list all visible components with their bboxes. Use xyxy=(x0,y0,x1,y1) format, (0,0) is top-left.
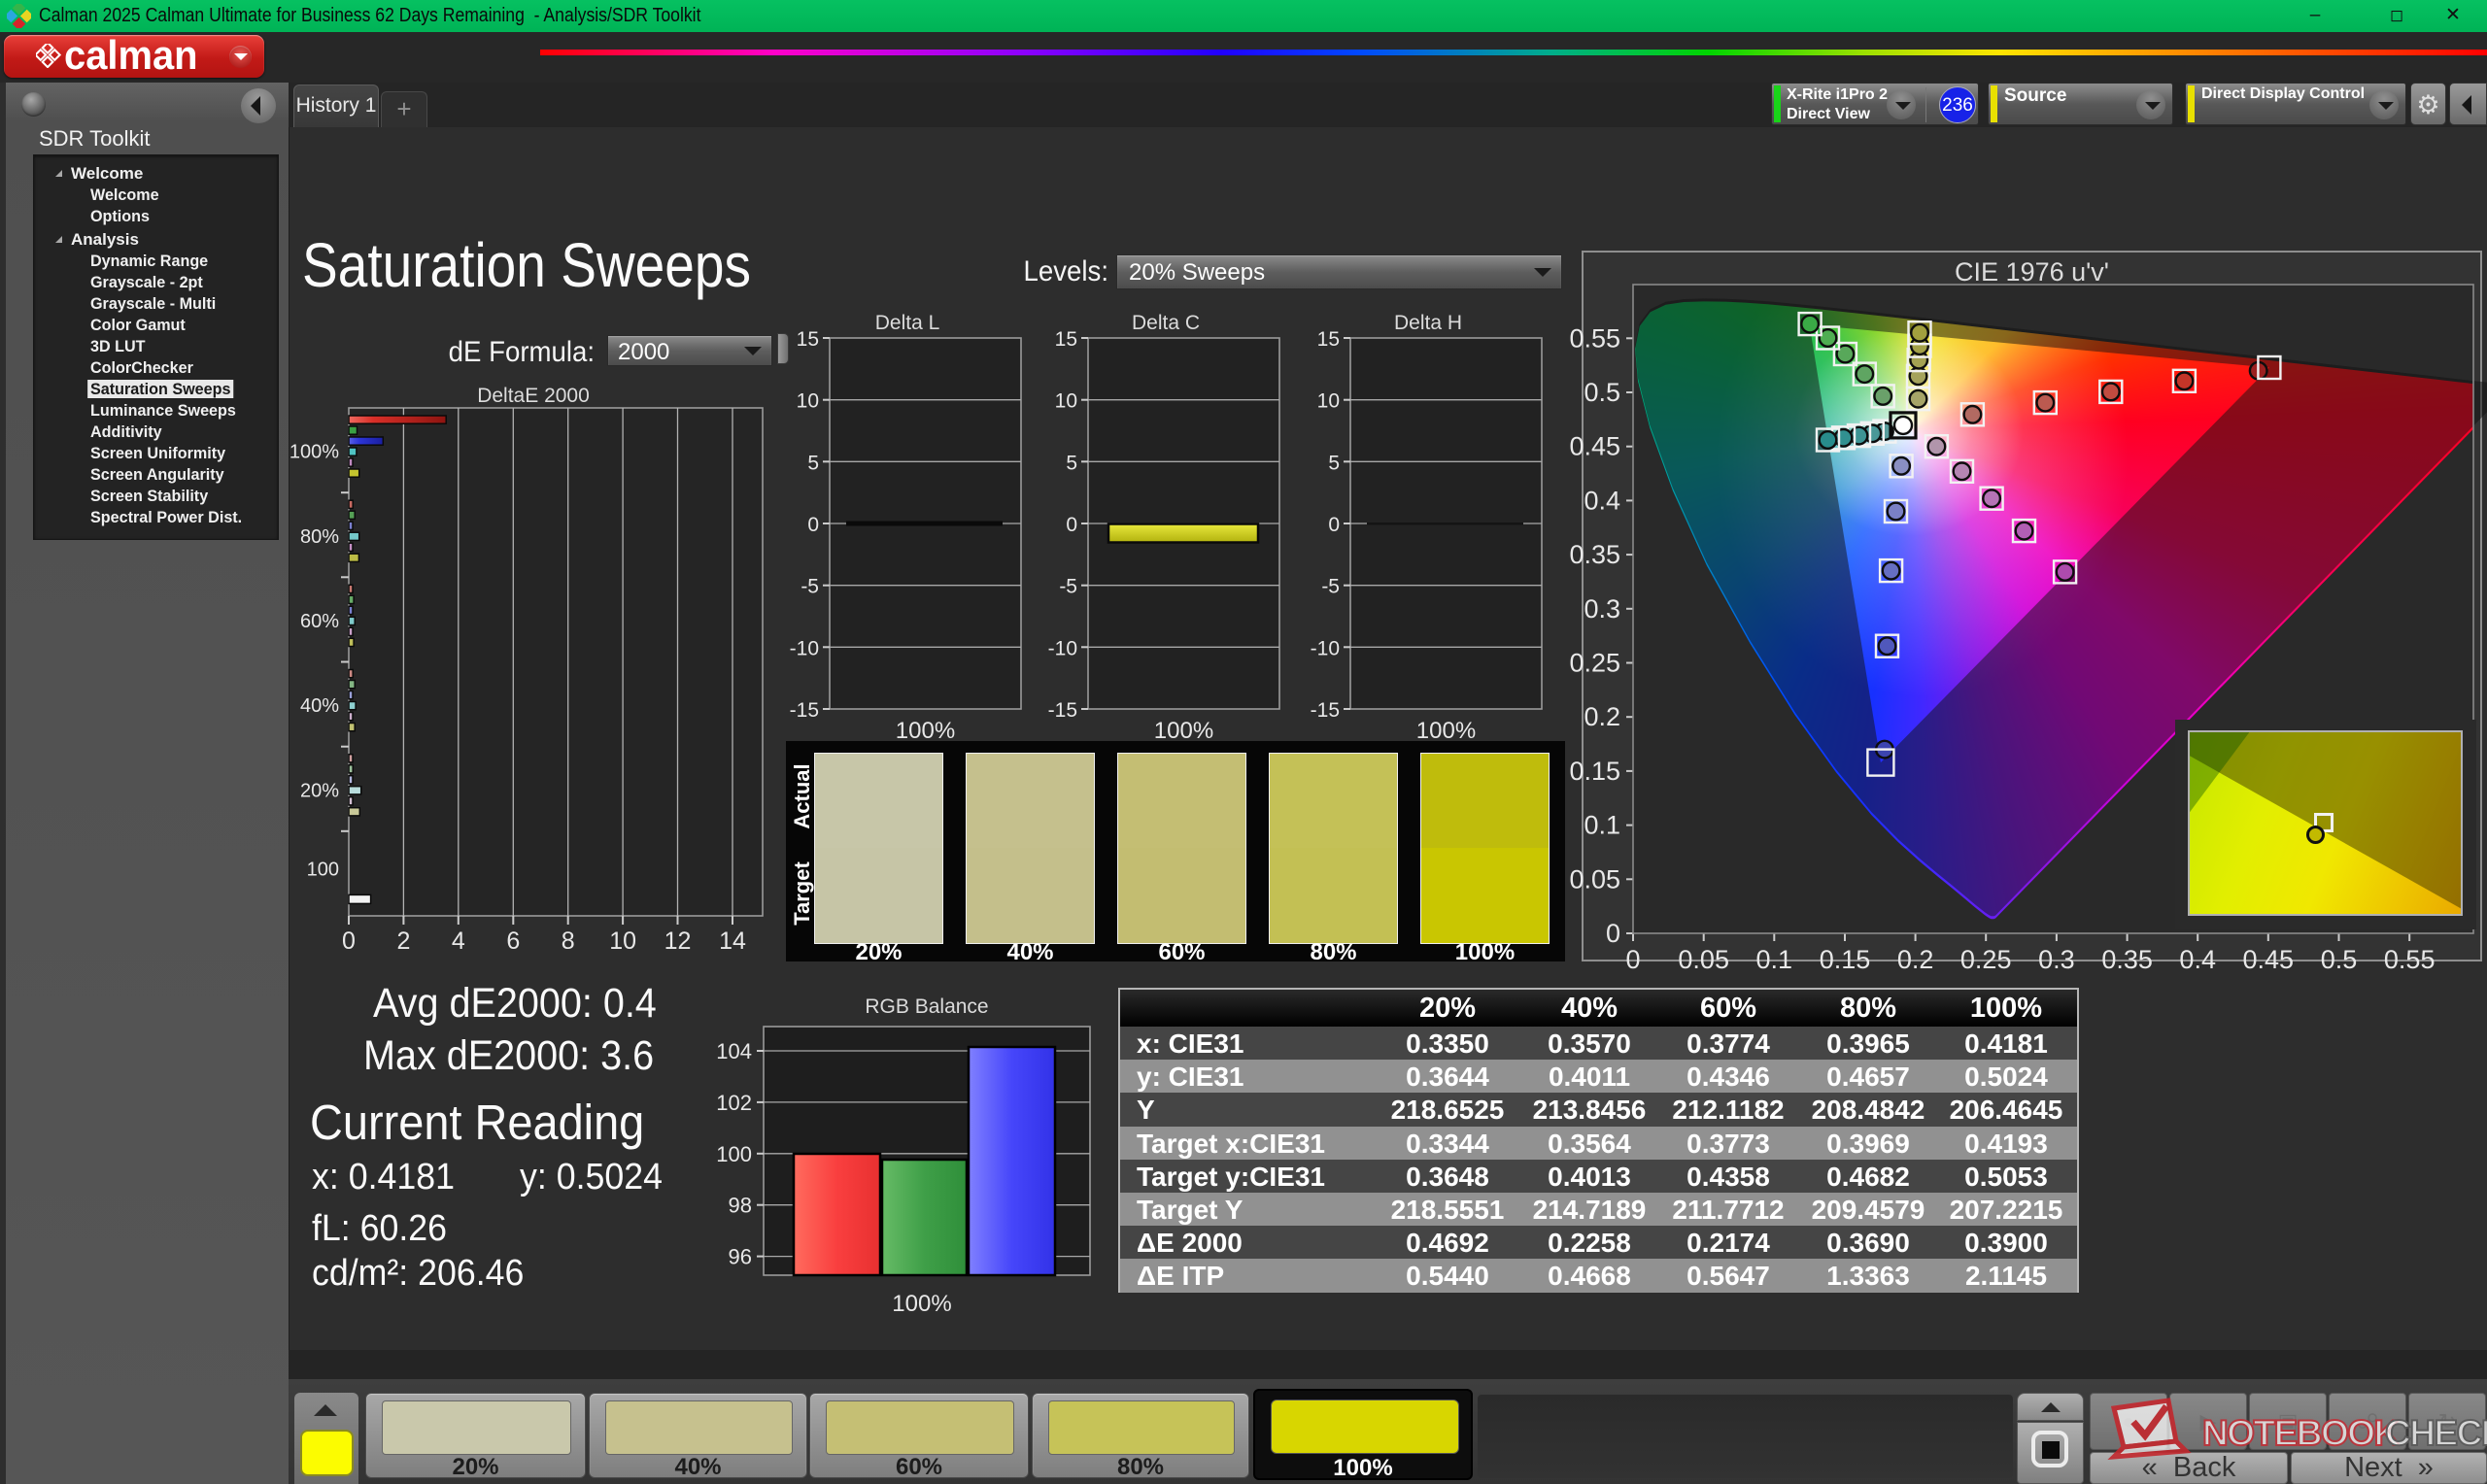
svg-text:-5: -5 xyxy=(1321,576,1340,598)
svg-text:0.25: 0.25 xyxy=(1960,945,2012,974)
svg-text:Delta H: Delta H xyxy=(1394,312,1462,334)
svg-text:0.15: 0.15 xyxy=(1569,757,1620,786)
svg-text:-15: -15 xyxy=(1311,699,1340,722)
svg-text:0.45: 0.45 xyxy=(1569,432,1620,461)
svg-text:10: 10 xyxy=(1055,390,1077,413)
svg-text:-5: -5 xyxy=(1059,576,1077,598)
svg-text:Delta L: Delta L xyxy=(875,312,940,334)
svg-text:0.15: 0.15 xyxy=(1820,945,1871,974)
svg-text:15: 15 xyxy=(1317,328,1340,351)
svg-text:100%: 100% xyxy=(1154,718,1213,744)
svg-text:15: 15 xyxy=(1055,328,1077,351)
svg-text:15: 15 xyxy=(797,328,819,351)
svg-text:NOTEBOOK: NOTEBOOK xyxy=(2202,1413,2401,1453)
svg-text:0.1: 0.1 xyxy=(1756,945,1793,974)
svg-text:100: 100 xyxy=(307,859,339,880)
svg-text:100%: 100% xyxy=(892,1291,951,1317)
svg-text:0: 0 xyxy=(1625,945,1640,974)
svg-text:10: 10 xyxy=(609,928,636,955)
svg-text:40%: 40% xyxy=(300,695,339,717)
svg-text:0: 0 xyxy=(1066,514,1077,536)
svg-text:0.55: 0.55 xyxy=(2384,945,2436,974)
svg-text:0.35: 0.35 xyxy=(1569,540,1620,569)
svg-text:0.55: 0.55 xyxy=(1569,323,1620,353)
svg-text:0: 0 xyxy=(342,928,356,955)
svg-text:96: 96 xyxy=(729,1245,752,1269)
svg-text:5: 5 xyxy=(1328,452,1340,474)
svg-text:5: 5 xyxy=(807,452,819,474)
svg-text:RGB Balance: RGB Balance xyxy=(865,995,988,1018)
svg-text:102: 102 xyxy=(716,1091,752,1115)
svg-text:6: 6 xyxy=(506,928,520,955)
svg-text:0: 0 xyxy=(1328,514,1340,536)
svg-text:60%: 60% xyxy=(300,611,339,632)
svg-text:2: 2 xyxy=(396,928,410,955)
svg-text:98: 98 xyxy=(729,1194,752,1218)
svg-text:0.05: 0.05 xyxy=(1678,945,1729,974)
svg-text:0.4: 0.4 xyxy=(1584,486,1620,515)
svg-text:20%: 20% xyxy=(300,780,339,801)
svg-text:-5: -5 xyxy=(801,576,819,598)
svg-text:100%: 100% xyxy=(896,718,955,744)
svg-text:0: 0 xyxy=(807,514,819,536)
svg-text:8: 8 xyxy=(562,928,575,955)
svg-text:-10: -10 xyxy=(790,637,819,659)
svg-text:0.35: 0.35 xyxy=(2101,945,2153,974)
svg-text:80%: 80% xyxy=(300,526,339,548)
svg-text:0.3: 0.3 xyxy=(1584,594,1620,624)
svg-text:0.1: 0.1 xyxy=(1584,811,1620,840)
svg-text:100%: 100% xyxy=(1416,718,1476,744)
svg-text:0: 0 xyxy=(1606,919,1620,948)
svg-text:10: 10 xyxy=(797,390,819,413)
svg-text:0.2: 0.2 xyxy=(1584,702,1620,731)
svg-text:5: 5 xyxy=(1066,452,1077,474)
svg-text:0.5: 0.5 xyxy=(1584,378,1620,407)
svg-text:Delta C: Delta C xyxy=(1132,312,1200,334)
svg-text:-10: -10 xyxy=(1311,637,1340,659)
svg-text:100: 100 xyxy=(716,1142,752,1166)
svg-text:DeltaE 2000: DeltaE 2000 xyxy=(477,385,590,407)
svg-text:12: 12 xyxy=(664,928,692,955)
svg-text:-15: -15 xyxy=(790,699,819,722)
svg-text:-15: -15 xyxy=(1048,699,1077,722)
svg-text:0.05: 0.05 xyxy=(1569,864,1620,894)
svg-text:0.3: 0.3 xyxy=(2038,945,2075,974)
svg-text:0.4: 0.4 xyxy=(2179,945,2216,974)
svg-text:14: 14 xyxy=(719,928,746,955)
svg-text:-10: -10 xyxy=(1048,637,1077,659)
svg-text:0.25: 0.25 xyxy=(1569,649,1620,678)
svg-text:100%: 100% xyxy=(290,442,339,463)
svg-text:0.45: 0.45 xyxy=(2243,945,2295,974)
svg-text:10: 10 xyxy=(1317,390,1340,413)
svg-text:0.2: 0.2 xyxy=(1897,945,1934,974)
svg-text:0.5: 0.5 xyxy=(2321,945,2358,974)
svg-text:104: 104 xyxy=(716,1039,752,1063)
svg-text:CHECK: CHECK xyxy=(2385,1413,2487,1453)
svg-text:4: 4 xyxy=(452,928,465,955)
